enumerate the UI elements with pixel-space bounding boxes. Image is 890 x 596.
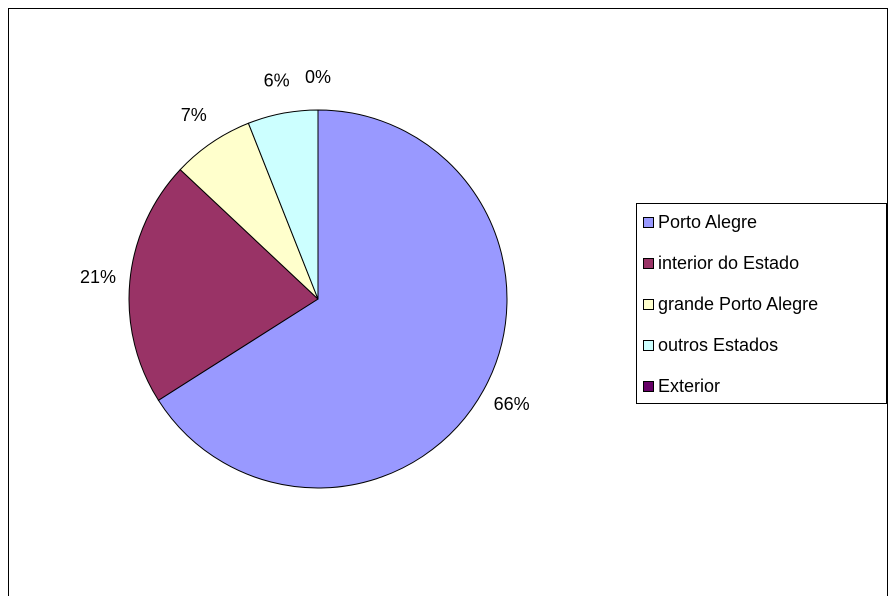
legend-swatch: [643, 381, 654, 392]
legend-swatch: [643, 340, 654, 351]
legend-box: [636, 203, 887, 404]
data-label: 6%: [264, 71, 290, 91]
data-label: 0%: [305, 67, 331, 87]
legend-label: grande Porto Alegre: [658, 294, 818, 314]
pie-slice: [157, 109, 508, 489]
legend-label: Exterior: [658, 376, 720, 396]
data-label: 7%: [181, 105, 207, 125]
legend-swatch: [643, 217, 654, 228]
legend-label: Porto Alegre: [658, 212, 757, 232]
data-label: 21%: [80, 267, 116, 287]
legend-label: outros Estados: [658, 335, 778, 355]
legend-swatch: [643, 258, 654, 269]
data-label: 66%: [494, 394, 530, 414]
legend-swatch: [643, 299, 654, 310]
pie-slice: [128, 168, 319, 401]
legend-label: interior do Estado: [658, 253, 799, 273]
